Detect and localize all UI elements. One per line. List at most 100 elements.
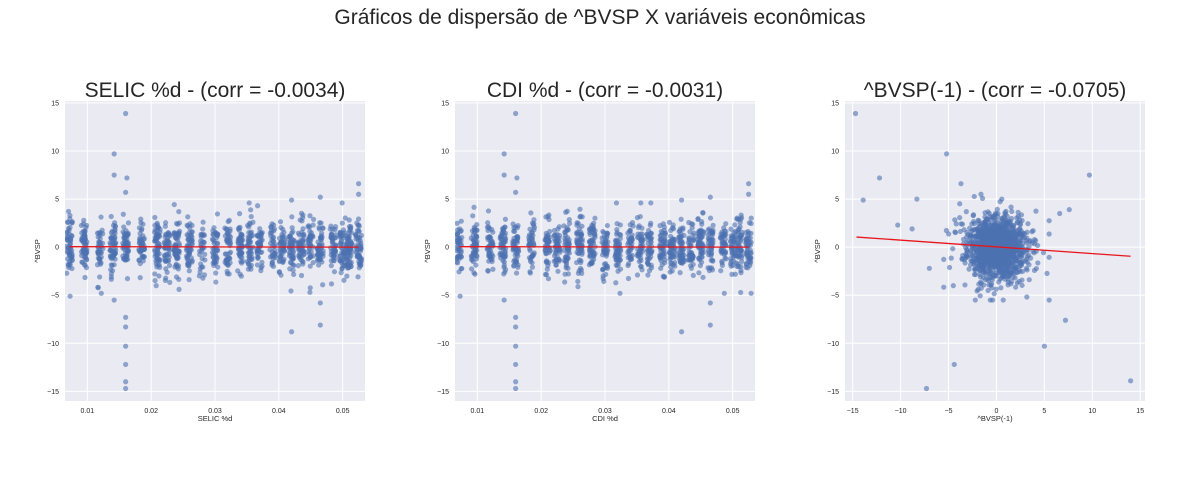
scatter-point (700, 209, 706, 216)
scatter-point (162, 223, 168, 229)
scatter-point (628, 256, 635, 262)
x-tick-label: 15 (1136, 408, 1144, 415)
scatter-point (739, 255, 745, 261)
x-tick-label: 0.04 (272, 408, 286, 415)
scatter-point (341, 251, 347, 257)
scatter-point (246, 249, 252, 256)
y-axis-label: ^BVSP (33, 239, 42, 263)
scatter-point (255, 254, 261, 260)
scatter-point (527, 269, 533, 275)
scatter-point (748, 215, 754, 221)
scatter-point (310, 222, 316, 228)
scatter-point (163, 241, 169, 248)
scatter-point (172, 243, 178, 249)
scatter-point (473, 262, 479, 268)
scatter-point (604, 222, 610, 229)
scatter-point (300, 226, 306, 232)
scatter-point (963, 209, 969, 215)
scatter-point (708, 237, 714, 243)
scatter-point (211, 258, 218, 264)
scatter-point (337, 229, 343, 236)
scatter-point (455, 254, 460, 261)
scatter-point (358, 232, 364, 239)
x-tick-label: 0.02 (144, 408, 158, 415)
scatter-point (993, 270, 999, 276)
scatter-point (1040, 250, 1047, 256)
scatter-point (987, 261, 993, 267)
scatter-point (65, 219, 71, 226)
scatter-point (587, 260, 594, 266)
scatter-point (316, 262, 322, 268)
scatter-point (259, 259, 265, 265)
scatter-point (544, 237, 550, 243)
scatter-point (111, 172, 117, 178)
scatter-point (722, 236, 728, 242)
scatter-point (175, 233, 182, 240)
scatter-point (1008, 218, 1014, 225)
scatter-point (472, 246, 478, 252)
scatter-point (152, 229, 158, 236)
scatter-point (328, 223, 334, 229)
scatter-point (734, 216, 740, 222)
scatter-point (732, 222, 738, 228)
scatter-point (1005, 242, 1011, 248)
scatter-point (328, 245, 334, 251)
scatter-point (176, 220, 183, 226)
scatter-point (970, 249, 977, 255)
scatter-point (471, 270, 477, 276)
scatter-point (1010, 222, 1016, 229)
scatter-point (969, 221, 975, 227)
scatter-point (272, 247, 278, 253)
scatter-point (319, 234, 325, 240)
scatter-point (991, 291, 997, 297)
scatter-point (513, 343, 519, 349)
scatter-point (514, 251, 520, 257)
scatter-point (247, 235, 253, 241)
scatter-point (985, 268, 991, 274)
scatter-point (1017, 262, 1023, 268)
scatter-point (625, 249, 631, 255)
x-tick-label: 0.05 (336, 408, 350, 415)
scatter-point (289, 225, 295, 231)
scatter-point (1024, 294, 1030, 300)
scatter-point (707, 322, 713, 328)
scatter-point (227, 226, 233, 232)
scatter-point (201, 272, 208, 278)
scatter-point (1031, 250, 1037, 256)
scatter-point (743, 260, 749, 267)
scatter-point (860, 197, 866, 203)
scatter-point (1128, 378, 1134, 384)
scatter-point (198, 231, 204, 238)
scatter-point (669, 268, 675, 274)
scatter-point (700, 274, 706, 280)
scatter-point (457, 293, 463, 299)
scatter-point (657, 236, 663, 243)
y-axis-label: ^BVSP (813, 239, 822, 263)
scatter-point (173, 274, 180, 280)
scatter-point (719, 260, 725, 266)
scatter-point (155, 249, 161, 255)
scatter-point (677, 228, 683, 234)
scatter-point (635, 246, 641, 253)
scatter-point (604, 243, 611, 249)
scatter-point (155, 225, 161, 231)
scatter-point (123, 361, 129, 368)
scatter-point (455, 260, 461, 266)
scatter-point (745, 233, 751, 239)
scatter-point (356, 191, 362, 197)
scatter-point (215, 264, 221, 270)
y-tick-label: −5 (441, 293, 449, 300)
scatter-point (644, 231, 650, 237)
scatter-point (690, 272, 696, 279)
scatter-point (162, 277, 168, 283)
scatter-point (332, 226, 338, 233)
scatter-point (734, 253, 740, 259)
scatter-point (617, 231, 623, 238)
scatter-point (1027, 255, 1034, 261)
scatter-point (670, 236, 676, 242)
scatter-point (728, 247, 735, 253)
scatter-point (474, 227, 480, 234)
scatter-point (171, 201, 177, 208)
scatter-point (1008, 279, 1015, 285)
trend-line (856, 236, 1131, 257)
